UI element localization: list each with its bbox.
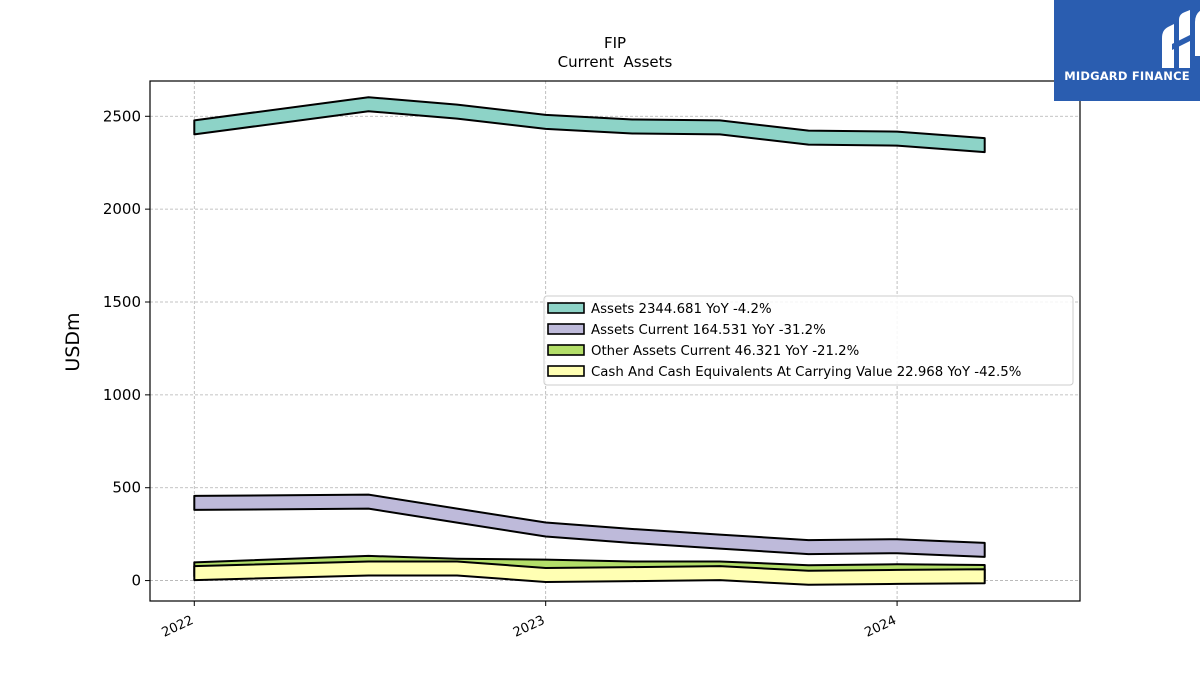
legend-label-2: Other Assets Current 46.321 YoY -21.2% [591,344,859,359]
legend-swatch-2 [547,344,585,356]
y-axis-label: USDm [62,312,84,371]
series-band-0 [193,96,986,154]
y-tick-label: 1000 [103,386,141,404]
y-tick-label: 500 [112,479,141,497]
legend-swatch-0 [547,302,585,314]
x-tick-label: 2024 [862,613,898,641]
y-axis: 0 500 1000 1500 2000 2500 [103,107,150,590]
brand-logo: MIDGARD FINANCE [1054,0,1200,101]
x-axis: 2022 2023 2024 [160,601,899,641]
midgard-logo-icon [1162,10,1200,68]
chart-subtitle: Current Assets [558,53,673,71]
series-group [193,96,986,586]
y-tick-label: 0 [131,572,141,590]
legend: Assets 2344.681 YoY -4.2% Assets Current … [543,295,1074,386]
series-band-1 [193,493,986,558]
legend-label-1: Assets Current 164.531 YoY -31.2% [591,323,826,338]
series-band-3 [193,560,986,586]
legend-label-0: Assets 2344.681 YoY -4.2% [591,302,772,317]
y-tick-label: 2000 [103,200,141,218]
x-tick-label: 2022 [160,613,196,641]
plot-frame [149,80,1081,602]
legend-swatch-3 [547,365,585,377]
chart-title: FIP [604,34,626,52]
y-tick-label: 2500 [103,107,141,125]
legend-box [543,295,1074,386]
brand-name: MIDGARD FINANCE [1064,69,1190,83]
legend-swatch-1 [547,323,585,335]
y-tick-label: 1500 [103,293,141,311]
x-tick-label: 2023 [511,613,547,641]
legend-label-3: Cash And Cash Equivalents At Carrying Va… [591,365,1021,380]
